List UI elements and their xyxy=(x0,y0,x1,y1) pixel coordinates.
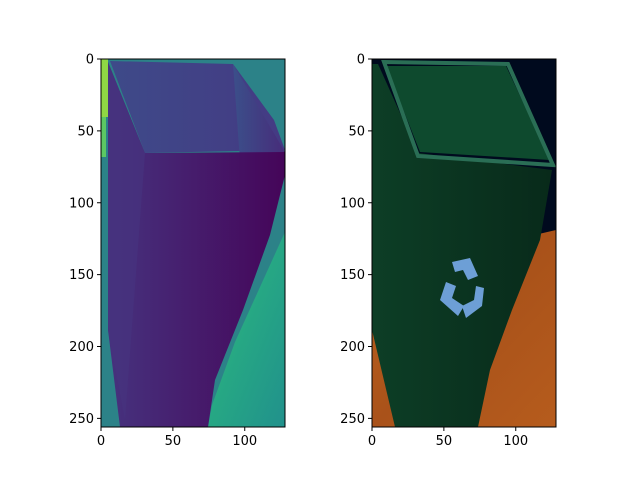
left-heatmap-image xyxy=(101,59,285,427)
recycle-symbol xyxy=(440,258,484,318)
left-xtick-label: 0 xyxy=(97,434,105,449)
depth-bin-inner-right xyxy=(233,64,285,168)
right-ytick-label: 0 xyxy=(357,53,365,68)
left-ytick-label: 100 xyxy=(69,196,94,211)
depth-floor-gradient xyxy=(208,232,285,427)
rgb-bin-interior xyxy=(386,66,550,160)
right-ytick-label: 200 xyxy=(340,340,365,355)
left-ytick-label: 150 xyxy=(69,268,94,283)
left-ytick-label: 250 xyxy=(69,412,94,427)
left-ytick-label: 0 xyxy=(86,53,94,68)
right-axes-frame xyxy=(371,58,557,428)
left-axes-frame xyxy=(100,58,286,428)
left-ytick-label: 200 xyxy=(69,340,94,355)
right-xtick-label: 50 xyxy=(436,434,453,449)
left-ytick-label: 50 xyxy=(77,124,94,139)
depth-bin-body xyxy=(108,62,285,427)
depth-left-strip xyxy=(101,59,108,117)
right-xtick-label: 0 xyxy=(368,434,376,449)
right-xtick-label: 100 xyxy=(503,434,528,449)
right-ytick-label: 100 xyxy=(340,196,365,211)
right-rgb-image xyxy=(372,59,556,427)
depth-bin-left-face xyxy=(108,62,145,420)
rgb-bin-rim xyxy=(381,59,556,168)
left-xtick-label: 100 xyxy=(232,434,257,449)
left-xtick-label: 50 xyxy=(165,434,182,449)
right-ytick-label: 250 xyxy=(340,412,365,427)
depth-left-strip-lower xyxy=(101,117,106,157)
right-ytick-label: 150 xyxy=(340,268,365,283)
right-ytick-label: 50 xyxy=(348,124,365,139)
